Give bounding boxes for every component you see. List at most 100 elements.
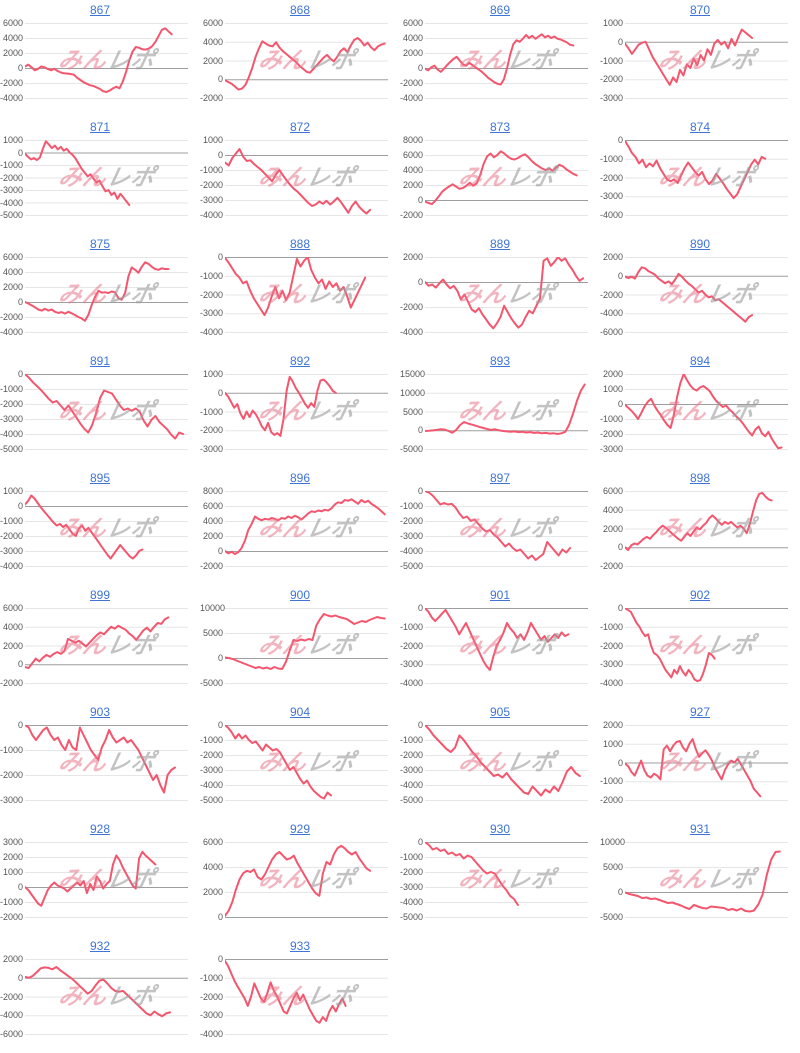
y-axis-tick-label: -6000 (600, 327, 624, 337)
y-axis-tick-label: -1000 (400, 501, 424, 511)
chart-title-link[interactable]: 873 (489, 120, 511, 134)
line-chart (25, 725, 188, 801)
chart-cell: 874 0 -1000 -2000 -3000 -4000 みんレポ (600, 117, 800, 234)
y-axis-tick-label: 1000 (202, 135, 223, 145)
y-axis-tick-label: 10000 (600, 837, 626, 847)
y-axis-tick-label: -2000 (600, 172, 624, 183)
chart-title-link[interactable]: 888 (289, 237, 311, 251)
y-axis-tick-label: -4000 (200, 1029, 224, 1039)
y-axis-tick-label: 5000 (602, 862, 623, 872)
y-axis-tick-label: 15000 (400, 369, 426, 379)
y-axis-tick-label: -5000 (400, 912, 424, 922)
chart-title-link[interactable]: 872 (289, 120, 311, 134)
y-axis-tick-label: 0 (17, 297, 23, 307)
y-axis-tick-label: -3000 (0, 185, 24, 195)
chart-title-link[interactable]: 890 (689, 237, 711, 251)
chart-title-link[interactable]: 869 (489, 3, 511, 17)
y-axis-tick-label: 2000 (2, 640, 23, 651)
y-axis-tick-label: -2000 (400, 516, 424, 526)
y-axis-tick-label: 0 (17, 659, 23, 670)
chart-title-link[interactable]: 893 (489, 354, 511, 368)
data-series-line (225, 725, 332, 800)
y-axis-tick-label: 4000 (2, 621, 23, 632)
y-axis-tick-label: -2000 (200, 750, 224, 760)
y-axis-tick-label: 5000 (202, 628, 223, 638)
line-chart (225, 140, 388, 216)
y-axis-tick-label: -4000 (0, 327, 24, 337)
y-axis-tick-label: 5000 (402, 406, 423, 417)
chart-cell: 933 0 -1000 -2000 -3000 -4000 みんレポ (200, 936, 400, 1053)
chart-title-link[interactable]: 897 (489, 471, 511, 485)
data-series-line (225, 375, 337, 437)
y-axis-tick-label: 6000 (402, 18, 423, 28)
y-axis-tick-label: 1000 (602, 738, 623, 749)
chart-title-link[interactable]: 898 (689, 471, 711, 485)
y-axis-tick-label: 0 (417, 837, 423, 847)
y-axis-tick-label: 0 (417, 486, 423, 496)
y-axis-tick-label: 6000 (402, 150, 423, 160)
y-axis-tick-label: -3000 (200, 1010, 224, 1021)
chart-title-link[interactable]: 868 (289, 3, 311, 17)
chart-title-link[interactable]: 929 (289, 822, 311, 836)
chart-title-link[interactable]: 927 (689, 705, 711, 719)
chart-title-link[interactable]: 889 (489, 237, 511, 251)
y-axis-tick-label: -4000 (600, 678, 624, 688)
data-series-line (425, 257, 585, 330)
chart-title-link[interactable]: 871 (89, 120, 111, 134)
y-axis-tick-label: -5000 (200, 795, 224, 805)
chart-title-link[interactable]: 905 (489, 705, 511, 719)
line-chart (225, 608, 388, 684)
chart-title-link[interactable]: 891 (89, 354, 111, 368)
y-axis-tick-label: -1000 (600, 776, 624, 787)
y-axis-tick-label: 2000 (2, 48, 23, 58)
y-axis-tick-label: -2000 (400, 640, 424, 651)
chart-cell: 867 6000 4000 2000 0 -2000 -4000 みんレポ (0, 0, 200, 117)
chart-cell: 901 0 -1000 -2000 -3000 -4000 みんレポ (400, 585, 600, 702)
line-chart (425, 608, 588, 684)
chart-title-link[interactable]: 928 (89, 822, 111, 836)
chart-title-link[interactable]: 931 (689, 822, 711, 836)
chart-title-link[interactable]: 900 (289, 588, 311, 602)
chart-title-link[interactable]: 867 (89, 3, 111, 17)
chart-title-link[interactable]: 899 (89, 588, 111, 602)
chart-title-link[interactable]: 874 (689, 120, 711, 134)
chart-title-link[interactable]: 892 (289, 354, 311, 368)
chart-cell: 904 0 -1000 -2000 -3000 -4000 -5000 みんレポ (200, 702, 400, 819)
chart-title-link[interactable]: 870 (689, 3, 711, 17)
y-axis-tick-label: -1000 (200, 270, 224, 281)
chart-title-link[interactable]: 903 (89, 705, 111, 719)
y-axis-tick-label: -4000 (200, 780, 224, 790)
chart-cell: 932 2000 0 -2000 -4000 -6000 みんレポ (0, 936, 200, 1053)
chart-title-link[interactable]: 896 (289, 471, 311, 485)
data-series-line (225, 37, 386, 91)
y-axis-tick-label: 0 (417, 63, 423, 73)
y-axis-tick-label: -3000 (200, 444, 224, 454)
chart-title-link[interactable]: 932 (89, 939, 111, 953)
chart-title-link[interactable]: 894 (689, 354, 711, 368)
line-chart (25, 257, 188, 333)
y-axis-tick-label: -1000 (600, 414, 624, 424)
data-series-line (25, 850, 157, 907)
data-series-line (225, 613, 386, 670)
y-axis-tick-label: 4000 (2, 33, 23, 43)
chart-title-link[interactable]: 901 (489, 588, 511, 602)
chart-title-link[interactable]: 895 (89, 471, 111, 485)
chart-cell: 897 0 -1000 -2000 -3000 -4000 -5000 みんレポ (400, 468, 600, 585)
y-axis-tick-label: 0 (217, 912, 223, 922)
y-axis-tick-label: 0 (17, 501, 23, 511)
chart-title-link[interactable]: 930 (489, 822, 511, 836)
y-axis-tick-label: -2000 (200, 561, 224, 571)
data-series-line (425, 383, 586, 435)
chart-title-link[interactable]: 904 (289, 705, 311, 719)
y-axis-tick-label: -3000 (200, 195, 224, 205)
chart-title-link[interactable]: 875 (89, 237, 111, 251)
chart-title-link[interactable]: 902 (689, 588, 711, 602)
y-axis-tick-label: 1000 (602, 384, 623, 394)
chart-title-link[interactable]: 933 (289, 939, 311, 953)
y-axis-tick-label: -4000 (200, 210, 224, 220)
y-axis-tick-label: -2000 (0, 531, 24, 541)
y-axis-tick-label: -4000 (0, 93, 24, 103)
y-axis-tick-label: 4000 (402, 33, 423, 43)
y-axis-tick-label: 0 (217, 954, 223, 964)
data-series-line (25, 140, 131, 206)
